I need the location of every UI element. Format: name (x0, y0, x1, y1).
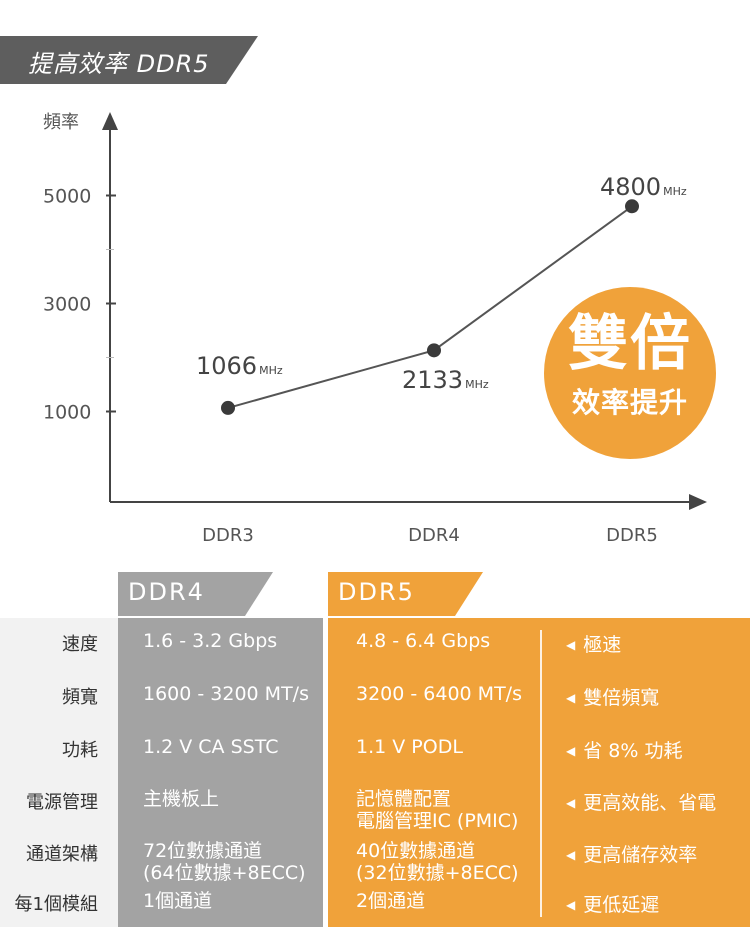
ddr5-cell: 2個通道 (356, 890, 425, 912)
y-axis-label: 頻率 (43, 112, 79, 133)
ddr4-cell: 1.6 - 3.2 Gbps (143, 630, 277, 652)
ddr4-cell-line: 1.2 V CA SSTC (143, 736, 279, 758)
ddr5-cell-line: 3200 - 6400 MT/s (356, 683, 522, 705)
ddr4-cell-line: 72位數據通道 (143, 840, 263, 862)
data-label-unit: MHz (465, 378, 489, 391)
x-tick-label: DDR4 (408, 525, 460, 546)
ddr4-cell: 主機板上 (143, 788, 219, 810)
ddr5-cell-line: 2個通道 (356, 890, 426, 912)
ddr4-cell-line: (64位數據+8ECC) (143, 862, 306, 884)
triangle-left-icon: ◀ (566, 848, 576, 862)
data-label-unit: MHz (259, 364, 283, 377)
ddr4-cell: 1.2 V CA SSTC (143, 736, 278, 758)
frequency-line-chart: 頻率 5000 3000 1000 DDR3 DDR4 DDR5 1066 MHz 2133 MHz… (43, 112, 707, 546)
notes-divider (540, 630, 542, 917)
triangle-left-icon: ◀ (566, 898, 576, 912)
data-label: 1066 MHz (196, 352, 283, 380)
ddr5-cell: 3200 - 6400 MT/s (356, 683, 522, 705)
data-point (221, 400, 235, 415)
ddr4-cell-line: 1600 - 3200 MT/s (143, 683, 309, 705)
benefit-note-text: 極速 (583, 634, 622, 656)
y-tick-label: 1000 (43, 402, 91, 424)
ddr4-cell: 1個通道 (143, 890, 212, 912)
x-axis-arrow (689, 494, 707, 510)
title-banner-bg (0, 36, 258, 84)
benefit-note-text: 更高儲存效率 (583, 844, 698, 866)
ddr5-cell-line: 40位數據通道 (356, 840, 476, 862)
data-label: 2133 MHz (402, 366, 489, 394)
benefit-note: ◀ 雙倍頻寬 (566, 683, 659, 710)
benefit-note-text: 更高效能、省電 (583, 792, 717, 814)
ddr5-tab-shape (328, 572, 483, 616)
row-label: 頻寬 (62, 687, 98, 708)
title-banner-shape (0, 36, 258, 84)
row-label: 速度 (62, 634, 98, 655)
row-label: 通道架構 (26, 844, 98, 865)
x-tick-label: DDR3 (202, 525, 254, 546)
benefit-note-text: 雙倍頻寬 (583, 687, 660, 709)
y-axis-arrow (102, 112, 118, 130)
y-tick-label: 5000 (43, 186, 91, 208)
x-tick-label: DDR5 (606, 525, 658, 546)
row-label: 電源管理 (26, 792, 98, 813)
ddr5-cell: 4.8 - 6.4 Gbps (356, 630, 490, 652)
triangle-left-icon: ◀ (566, 796, 576, 810)
triangle-left-icon: ◀ (566, 744, 576, 758)
y-tick-label: 3000 (43, 294, 91, 316)
benefit-note: ◀ 更低延遲 (566, 890, 659, 917)
benefit-note: ◀ 省 8% 功耗 (566, 736, 682, 763)
benefit-note-text: 省 8% 功耗 (583, 740, 683, 762)
ddr4-cell-line: 主機板上 (143, 788, 220, 810)
ddr5-column-bg (328, 618, 750, 927)
data-label-unit: MHz (663, 185, 687, 198)
ddr5-cell: 記憶體配置 電腦管理IC (PMIC) (356, 788, 518, 832)
ddr5-column-tab: DDR5 (328, 572, 483, 616)
ddr5-cell-line: (32位數據+8ECC) (356, 862, 519, 884)
ddr4-column-tab: DDR4 (118, 572, 273, 616)
title-banner: 提高效率 DDR5 (0, 36, 258, 84)
data-point (427, 343, 441, 358)
ddr5-cell-line: 電腦管理IC (PMIC) (356, 810, 519, 832)
ddr4-column-bg (118, 618, 323, 927)
data-label: 4800 MHz (600, 173, 687, 201)
ddr5-cell: 1.1 V PODL (356, 736, 463, 758)
benefit-note: ◀ 更高效能、省電 (566, 788, 716, 815)
benefit-note: ◀ 極速 (566, 630, 621, 657)
label-column-bg (0, 618, 118, 927)
ddr5-column-header: DDR5 (338, 578, 415, 606)
ddr4-cell-line: 1個通道 (143, 890, 213, 912)
ddr4-cell: 1600 - 3200 MT/s (143, 683, 309, 705)
badge-main-text: 雙倍 (568, 309, 692, 379)
row-label: 每1個模組 (14, 894, 98, 915)
ddr4-cell-line: 1.6 - 3.2 Gbps (143, 630, 278, 652)
ddr5-cell-line: 4.8 - 6.4 Gbps (356, 630, 491, 652)
ddr4-cell: 72位數據通道 (64位數據+8ECC) (143, 840, 306, 884)
comparison-table: DDR4 DDR5 速度 1.6 - 3.2 Gbps 4.8 - 6.4 Gbps… (0, 572, 750, 927)
badge-sub-text: 效率提升 (571, 386, 688, 419)
page-title: 提高效率 DDR5 (28, 50, 210, 78)
row-label: 功耗 (62, 740, 98, 761)
data-point (625, 199, 639, 214)
triangle-left-icon: ◀ (566, 691, 576, 705)
ddr5-cell-line: 1.1 V PODL (356, 736, 463, 758)
triangle-left-icon: ◀ (566, 638, 576, 652)
benefit-note: ◀ 更高儲存效率 (566, 840, 697, 867)
ddr4-column-header: DDR4 (128, 578, 205, 606)
double-efficiency-badge: 雙倍 效率提升 (544, 287, 716, 459)
ddr5-cell-line: 記憶體配置 (356, 788, 452, 810)
ddr4-tab-shape (118, 572, 273, 616)
ddr5-cell: 40位數據通道 (32位數據+8ECC) (356, 840, 519, 884)
benefit-note-text: 更低延遲 (583, 894, 660, 916)
